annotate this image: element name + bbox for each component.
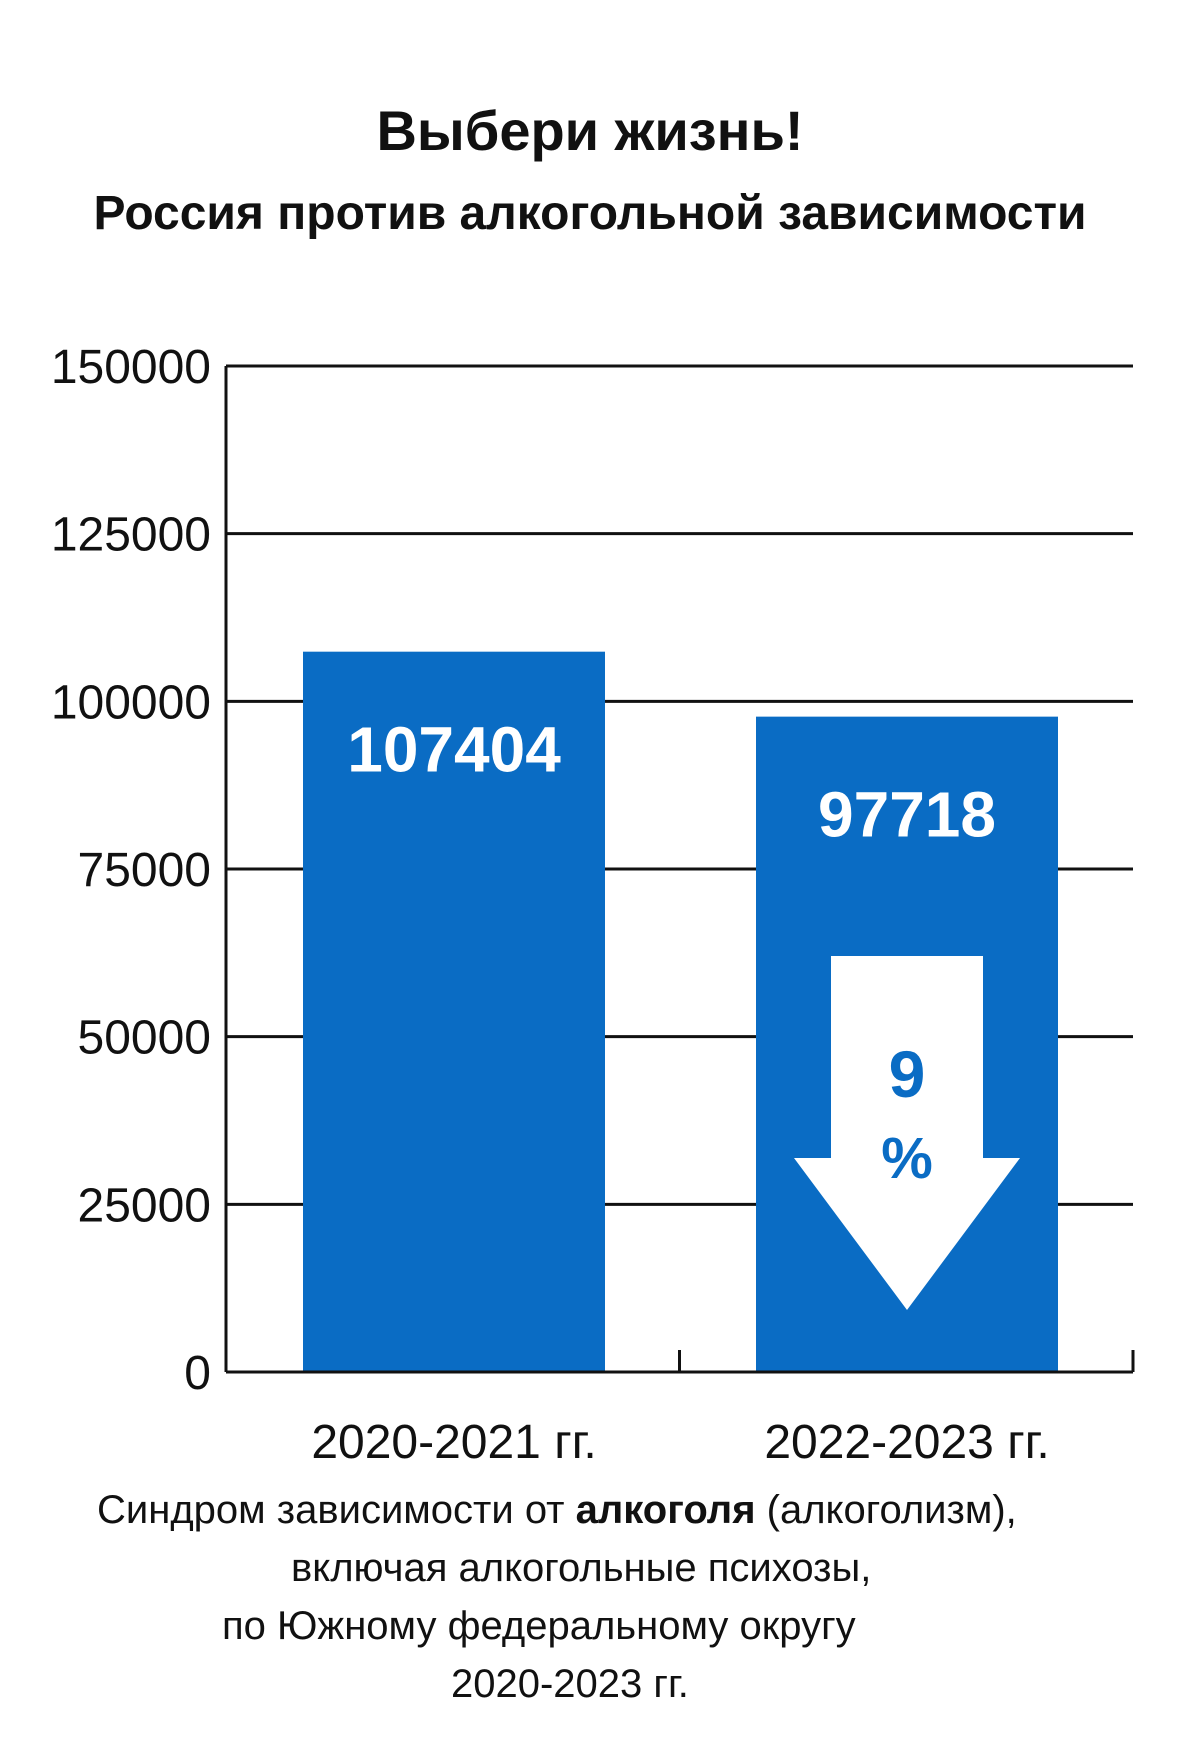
x-category-label: 2022-2023 гг. — [764, 1416, 1049, 1469]
y-tick-label: 75000 — [78, 844, 211, 897]
y-tick-label: 100000 — [51, 676, 211, 729]
down-arrow-icon — [794, 956, 1020, 1310]
y-tick-label: 25000 — [78, 1179, 211, 1232]
arrow-annotation-number: 9 — [889, 1037, 926, 1111]
y-tick-label: 150000 — [51, 341, 211, 394]
caption-line-2: включая алкогольные психозы, — [291, 1546, 872, 1590]
bar-value-label: 97718 — [818, 779, 996, 851]
y-tick-label: 0 — [184, 1347, 211, 1400]
chart-subtitle: Россия против алкогольной зависимости — [93, 187, 1087, 240]
caption-line-3: по Южному федеральному округу — [222, 1604, 856, 1648]
caption-bold-word: алкоголя — [575, 1488, 756, 1532]
chart-title: Выбери жизнь! — [376, 99, 804, 162]
bar-value-label: 107404 — [347, 714, 561, 786]
x-category-label: 2020-2021 гг. — [311, 1416, 596, 1469]
y-tick-label: 50000 — [78, 1012, 211, 1065]
caption-line-1: Синдром зависимости от алкоголя (алкогол… — [97, 1488, 1017, 1533]
bar — [303, 651, 605, 1372]
caption-line-4: 2020-2023 гг. — [451, 1662, 689, 1706]
arrow-annotation-percent: % — [881, 1126, 933, 1191]
caption-text: Синдром зависимости от — [97, 1488, 576, 1532]
caption-text: (алкоголизм), — [755, 1488, 1017, 1532]
y-tick-label: 125000 — [51, 509, 211, 562]
